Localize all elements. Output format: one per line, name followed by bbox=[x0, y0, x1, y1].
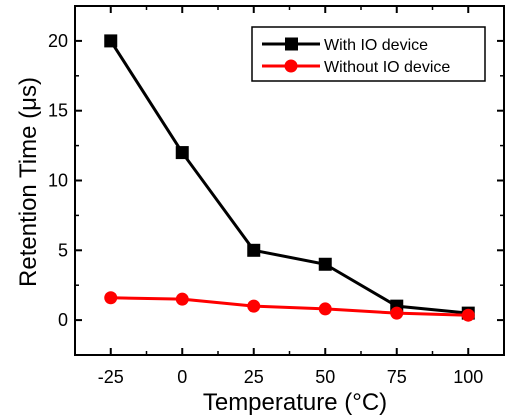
data-point bbox=[461, 308, 475, 322]
data-point bbox=[104, 34, 118, 48]
legend-item: With IO device bbox=[262, 37, 428, 54]
x-tick-label: 0 bbox=[177, 367, 187, 387]
legend-item: Without IO device bbox=[262, 59, 450, 76]
y-axis-title: Retention Time (μs) bbox=[15, 77, 42, 287]
data-point bbox=[104, 291, 118, 305]
series-line bbox=[110, 296, 469, 317]
data-point bbox=[247, 243, 261, 257]
legend-marker bbox=[284, 59, 298, 73]
y-tick-label: 0 bbox=[58, 310, 68, 330]
series-line bbox=[109, 40, 469, 315]
data-point bbox=[175, 146, 189, 160]
x-tick-label: 50 bbox=[315, 367, 335, 387]
legend-marker bbox=[285, 37, 298, 51]
series-layer bbox=[104, 34, 475, 322]
x-tick-label: -25 bbox=[98, 367, 124, 387]
legend-label: With IO device bbox=[324, 37, 428, 54]
series-without-io-device bbox=[104, 291, 475, 322]
data-point bbox=[247, 299, 261, 313]
data-point bbox=[318, 257, 332, 271]
legend-label: Without IO device bbox=[324, 59, 450, 76]
y-tick-label: 15 bbox=[48, 101, 68, 121]
data-point bbox=[175, 292, 189, 306]
x-tick-label: 75 bbox=[387, 367, 407, 387]
x-axis: -25 0 25 50 75 100 bbox=[98, 6, 483, 387]
data-point bbox=[318, 302, 332, 316]
y-tick-label: 20 bbox=[48, 31, 68, 51]
legend: With IO device Without IO device bbox=[251, 26, 486, 82]
x-tick-label: 25 bbox=[244, 367, 264, 387]
y-tick-label: 10 bbox=[48, 171, 68, 191]
y-tick-label: 5 bbox=[58, 240, 68, 260]
y-axis: 0 5 10 15 20 bbox=[48, 5, 504, 356]
data-point bbox=[390, 306, 404, 320]
x-axis-title: Temperature (°C) bbox=[203, 389, 387, 416]
x-tick-label: 100 bbox=[453, 367, 483, 387]
